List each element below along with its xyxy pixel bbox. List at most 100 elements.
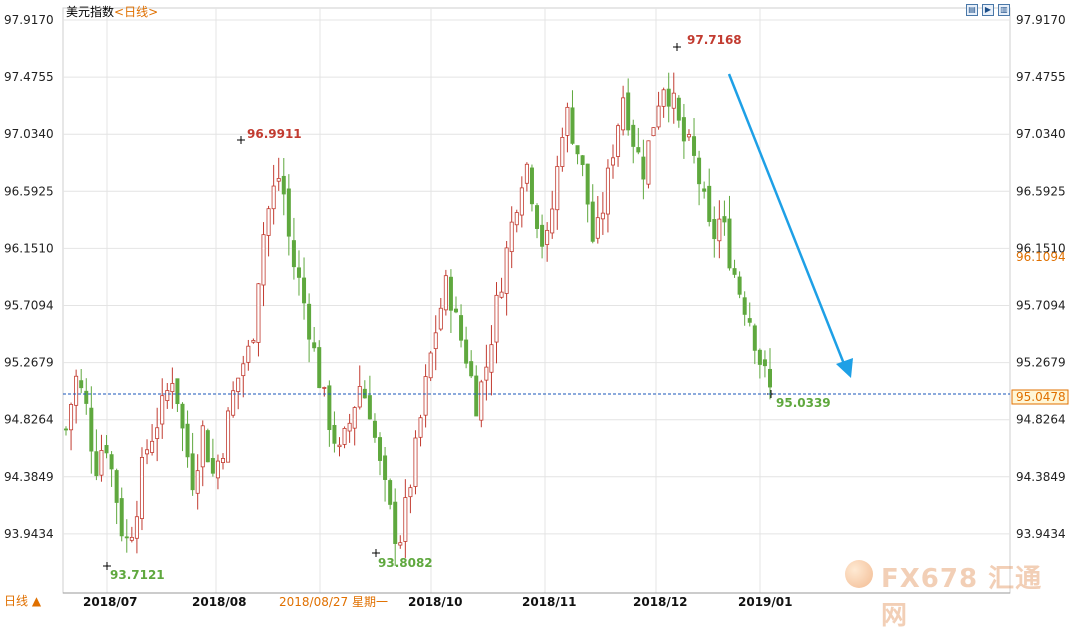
- candle-body: [504, 247, 509, 294]
- candle-body: [752, 325, 757, 351]
- candle-body: [367, 395, 372, 420]
- period-tab[interactable]: 日线 ▲: [0, 594, 62, 609]
- candle-body: [595, 217, 600, 239]
- price-tag: 96.1094: [1016, 250, 1066, 264]
- candle-body: [636, 147, 641, 153]
- toolbar-button-3[interactable]: ▥: [998, 4, 1010, 16]
- candle-body: [686, 134, 691, 138]
- candle-body: [702, 188, 707, 192]
- candle-body: [185, 423, 190, 458]
- x-tick-label: 2018/10: [408, 595, 462, 609]
- trend-arrow-head: [836, 358, 853, 378]
- candle-body: [317, 347, 322, 389]
- candle-body: [342, 428, 347, 445]
- candle-body: [535, 205, 540, 229]
- candle-body: [403, 497, 408, 542]
- candle-body: [732, 268, 737, 275]
- candle-body: [616, 125, 621, 157]
- x-tick-label: 2018/12: [633, 595, 687, 609]
- candle-body: [129, 536, 134, 541]
- y-tick-label-right: 97.4755: [1016, 70, 1066, 84]
- candle-body: [727, 218, 732, 269]
- annotation-low: 93.7121: [110, 568, 165, 582]
- candle-body: [205, 430, 210, 463]
- y-tick-label-left: 97.4755: [4, 70, 54, 84]
- candle-body: [134, 516, 139, 539]
- candle-body: [464, 339, 469, 364]
- candle-body: [626, 92, 631, 131]
- candle-body: [494, 294, 499, 343]
- candle-body: [697, 157, 702, 185]
- candle-body: [519, 187, 524, 216]
- candle-body: [119, 498, 124, 537]
- candle-body: [271, 185, 276, 210]
- candle-body: [459, 315, 464, 341]
- toolbar-button-2[interactable]: ▶: [982, 4, 994, 16]
- y-tick-label-left: 94.3849: [4, 470, 54, 484]
- candle-body: [676, 97, 681, 121]
- candle-body: [241, 363, 246, 377]
- candle-body: [418, 417, 423, 438]
- annotation-high: 97.7168: [687, 33, 742, 47]
- candle-body: [474, 375, 479, 417]
- candle-body: [605, 167, 610, 215]
- candle-body: [388, 480, 393, 505]
- candle-body: [383, 455, 388, 480]
- crosshair-date-label: 2018/08/27 星期一: [279, 595, 388, 609]
- chart-container: 97.9170 97.9170 97.4755 97.4755 97.0340 97.03…: [0, 3, 1069, 631]
- candle-body: [762, 359, 767, 367]
- period-tab-label: 日线 ▲: [4, 594, 42, 608]
- candle-body: [747, 318, 752, 323]
- candle-body: [195, 470, 200, 494]
- candle-body: [757, 349, 762, 365]
- candle-body: [742, 297, 747, 315]
- candle-body: [666, 88, 671, 107]
- candle-body: [215, 460, 220, 479]
- candle-body: [514, 212, 519, 226]
- annotation-high: 96.9911: [247, 127, 302, 141]
- candle-body: [94, 451, 99, 477]
- x-tick-label: 2018/07: [83, 595, 137, 609]
- candle-body: [150, 440, 155, 453]
- candle-body: [524, 163, 529, 184]
- y-tick-label-left: 96.5925: [4, 184, 54, 198]
- candle-body: [509, 221, 514, 253]
- y-tick-label-left: 95.7094: [4, 299, 54, 313]
- candle-body: [423, 376, 428, 416]
- candle-body: [89, 407, 94, 452]
- y-tick-label-left: 93.9434: [4, 527, 54, 541]
- candle-body: [74, 375, 79, 406]
- candle-body: [155, 427, 160, 439]
- candle-body: [398, 542, 403, 546]
- candle-body: [372, 420, 377, 438]
- candle-body: [646, 140, 651, 185]
- candle-body: [479, 381, 484, 421]
- candle-body: [484, 366, 489, 381]
- candle-body: [64, 428, 69, 431]
- candle-body: [560, 137, 565, 167]
- candle-body: [443, 275, 448, 311]
- chart-title: 美元指数<日线>: [66, 3, 158, 20]
- candle-body: [246, 345, 251, 363]
- candle-body: [378, 437, 383, 461]
- candle-body: [565, 106, 570, 136]
- y-tick-label-left: 95.2679: [4, 356, 54, 370]
- candle-body: [550, 208, 555, 234]
- price-tag-box: [1011, 389, 1069, 405]
- instrument-name: 美元指数: [66, 5, 115, 19]
- candle-body: [327, 385, 332, 431]
- candle-body: [529, 167, 534, 205]
- candle-body: [469, 361, 474, 377]
- x-tick-label: 2018/11: [522, 595, 576, 609]
- candle-body: [104, 445, 109, 454]
- candle-body: [631, 124, 636, 147]
- candle-body: [717, 218, 722, 242]
- candle-body: [231, 390, 236, 416]
- candle-body: [570, 107, 575, 144]
- candle-body: [438, 307, 443, 330]
- toolbar-button-1[interactable]: ▤: [966, 4, 978, 16]
- y-tick-label-left: 94.8264: [4, 413, 54, 427]
- candle-body: [393, 501, 398, 544]
- candle-body: [281, 175, 286, 195]
- candle-body: [221, 458, 226, 463]
